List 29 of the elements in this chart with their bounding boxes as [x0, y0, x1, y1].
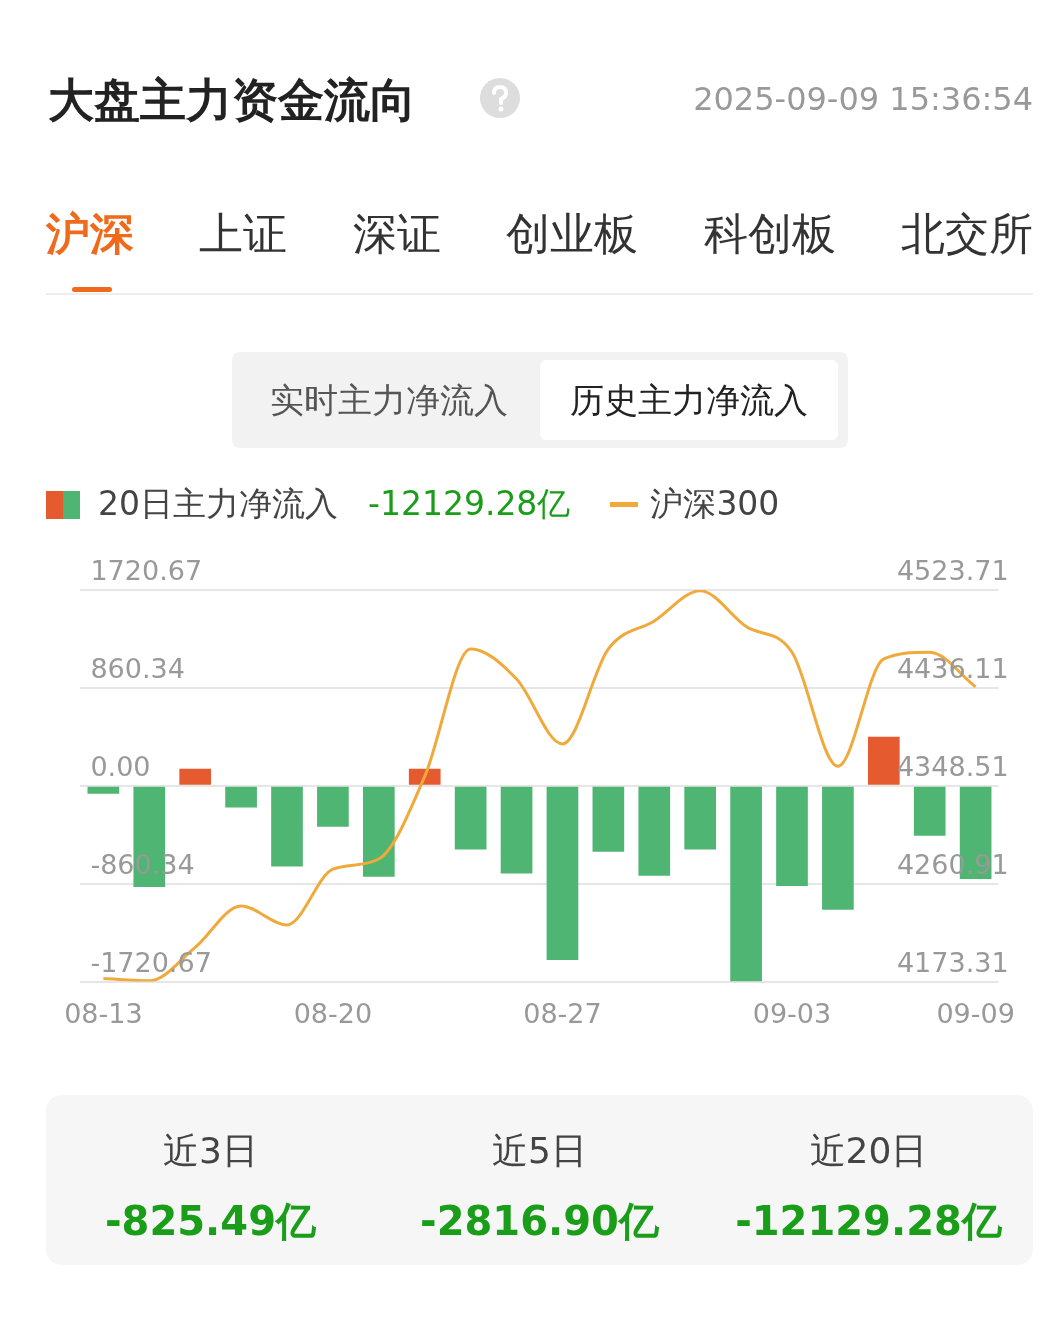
text: 上证 [199, 207, 288, 261]
text: 创业板 [506, 207, 639, 261]
text: 近5日 [491, 1129, 588, 1173]
y-tick-label: 0.00 [90, 750, 151, 782]
text: 近20日 [808, 1129, 929, 1173]
text: 科创板 [703, 207, 836, 261]
text: 历史主力净流入 [540, 360, 838, 440]
chart-title: 大盘主力资金流向 [48, 72, 416, 129]
y2-tick-label: 4173.31 [896, 946, 1009, 978]
x-tick-label: 09-03 [752, 997, 832, 1029]
text: 北交所 [900, 207, 1033, 261]
text: -825.49亿 [104, 1197, 317, 1246]
text: -2816.90亿 [419, 1197, 660, 1246]
y-tick-label: 1720.67 [90, 555, 203, 587]
text: -12129.28亿 [368, 483, 571, 525]
x-tick-label: 09-09 [936, 997, 1015, 1029]
x-tick-label: 08-13 [64, 997, 143, 1029]
y2-tick-label: 4523.71 [896, 555, 1009, 587]
x-tick-label: 08-27 [523, 997, 602, 1029]
text: 深证 [352, 207, 441, 261]
text: 沪深 [46, 207, 134, 261]
y-tick-label: 860.34 [90, 652, 185, 684]
text: 近3日 [162, 1129, 259, 1173]
text: -12129.28亿 [734, 1197, 1003, 1246]
legend-label: 20日主力净流入 [98, 483, 338, 525]
chart-subtitle: 2025-09-09 15:36:54 [693, 80, 1033, 118]
legend-label: 沪深300 [650, 483, 780, 525]
text: 实时主力净流入 [269, 379, 509, 422]
x-tick-label: 08-20 [293, 997, 373, 1029]
